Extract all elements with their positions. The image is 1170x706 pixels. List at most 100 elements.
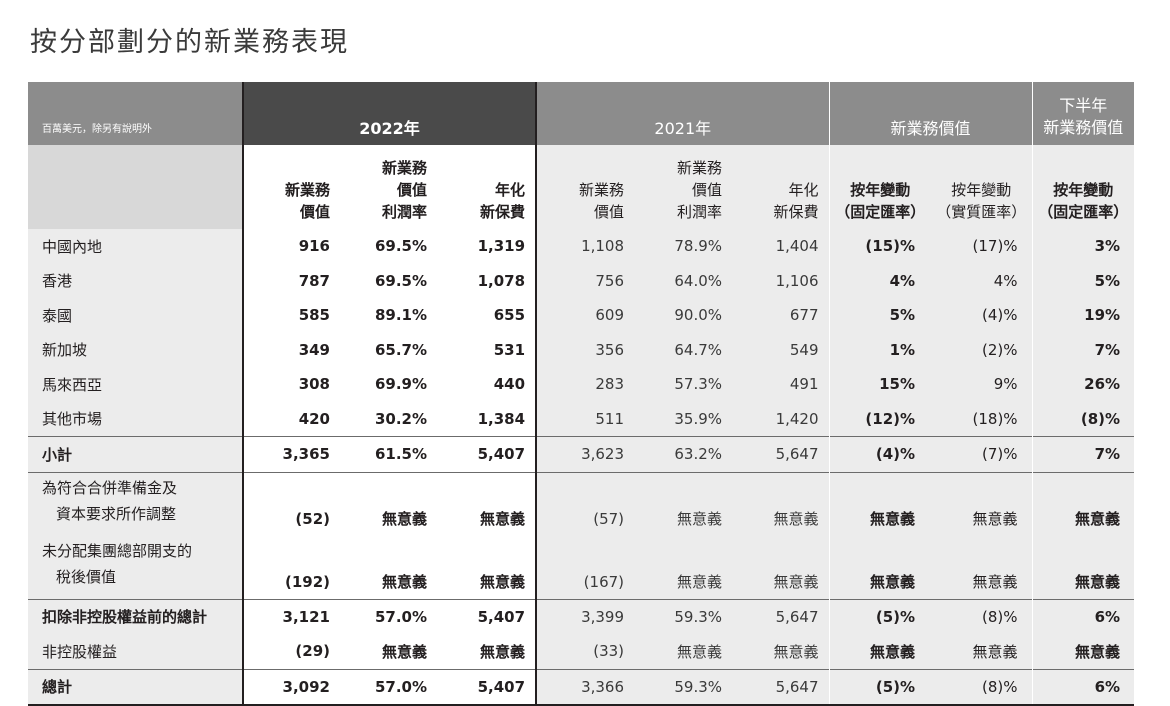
- table-row: 總計 3,092 57.0% 5,407 3,366 59.3% 5,647 (5)% (8)%…: [28, 668, 1135, 706]
- cell-ape-2022: 5,407: [437, 598, 538, 634]
- cell-chg-actual: (8)%: [931, 598, 1033, 634]
- table-row: 馬來西亞 308 69.9% 440 283 57.3% 491 15% 9% 26%: [28, 367, 1135, 402]
- cell-margin-2021: 78.9%: [634, 229, 733, 264]
- table-row: 為符合合併準備金及 資本要求所作調整 (52) 無意義 無意義 (57) 無意義 無意義 無意義…: [28, 471, 1135, 536]
- cell-h2-chg: 19%: [1032, 298, 1135, 333]
- cell-chg-const: (5)%: [829, 668, 932, 706]
- new-business-table: 百萬美元，除另有說明外 2022年 2021年 新業務價值 下半年 新業務價值 …: [28, 82, 1135, 706]
- header-nbv: 新業務價值: [829, 82, 1033, 145]
- cell-margin-2021: 無意義: [634, 471, 733, 536]
- subheader-h2-chg: 按年變動 （固定匯率）: [1032, 145, 1135, 229]
- cell-margin-2021: 59.3%: [634, 668, 733, 706]
- cell-chg-const: (12)%: [829, 401, 932, 437]
- cell-ape-2021: 491: [732, 367, 830, 402]
- cell-nbv-2021: 609: [536, 298, 635, 333]
- cell-nbv-2021: 511: [536, 401, 635, 437]
- cell-chg-const: 15%: [829, 367, 932, 402]
- cell-nbv-2021: 3,623: [536, 436, 635, 472]
- cell-chg-const: (5)%: [829, 598, 932, 634]
- table-row: 非控股權益 (29) 無意義 無意義 (33) 無意義 無意義 無意義 無意義 無意義: [28, 634, 1135, 669]
- table-row: 中國內地 916 69.5% 1,319 1,108 78.9% 1,404 (15)% (17…: [28, 229, 1135, 264]
- sub-header-row: 新業務 價值 新業務 價值 利潤率 年化 新保費 新業務 價值 新業務 價值 利潤率 年化 新保…: [28, 145, 1135, 229]
- cell-nbv-2021: 756: [536, 263, 635, 298]
- row-label: 馬來西亞: [28, 367, 243, 402]
- cell-nbv-2022: (192): [242, 535, 340, 599]
- cell-chg-const: (4)%: [829, 436, 932, 472]
- cell-nbv-2022: 3,121: [242, 598, 340, 634]
- cell-ape-2021: 1,404: [732, 229, 830, 264]
- cell-chg-actual: (2)%: [931, 332, 1033, 367]
- cell-margin-2022: 30.2%: [340, 401, 437, 437]
- header-h2-nbv: 下半年 新業務價值: [1032, 82, 1135, 145]
- cell-h2-chg: 無意義: [1032, 535, 1135, 599]
- cell-margin-2022: 57.0%: [340, 668, 437, 706]
- cell-chg-actual: (17)%: [931, 229, 1033, 264]
- cell-margin-2021: 57.3%: [634, 367, 733, 402]
- cell-h2-chg: (8)%: [1032, 401, 1135, 437]
- row-label: 中國內地: [28, 229, 243, 264]
- cell-margin-2022: 無意義: [340, 634, 437, 669]
- header-2021: 2021年: [536, 82, 830, 145]
- cell-ape-2021: 549: [732, 332, 830, 367]
- cell-ape-2022: 1,078: [437, 263, 538, 298]
- cell-nbv-2022: 420: [242, 401, 340, 437]
- cell-margin-2022: 57.0%: [340, 598, 437, 634]
- table-row: 扣除非控股權益前的總計 3,121 57.0% 5,407 3,399 59.3% 5,64…: [28, 598, 1135, 634]
- cell-ape-2021: 677: [732, 298, 830, 333]
- cell-nbv-2021: (33): [536, 634, 635, 669]
- cell-nbv-2022: 916: [242, 229, 340, 264]
- cell-ape-2022: 無意義: [437, 471, 538, 536]
- cell-margin-2021: 64.0%: [634, 263, 733, 298]
- cell-h2-chg: 6%: [1032, 598, 1135, 634]
- cell-chg-const: 1%: [829, 332, 932, 367]
- cell-nbv-2022: 3,365: [242, 436, 340, 472]
- cell-ape-2022: 無意義: [437, 634, 538, 669]
- cell-chg-actual: 4%: [931, 263, 1033, 298]
- cell-margin-2022: 69.5%: [340, 263, 437, 298]
- cell-chg-actual: (18)%: [931, 401, 1033, 437]
- table-row: 未分配集團總部開支的 稅後價值 (192) 無意義 無意義 (167) 無意義 無意義 無意義無…: [28, 535, 1135, 599]
- cell-chg-actual: (4)%: [931, 298, 1033, 333]
- cell-chg-actual: 9%: [931, 367, 1033, 402]
- cell-margin-2022: 61.5%: [340, 436, 437, 472]
- cell-nbv-2021: 3,366: [536, 668, 635, 706]
- subheader-chg-actual: 按年變動 （實質匯率）: [931, 145, 1033, 229]
- cell-nbv-2021: (167): [536, 535, 635, 599]
- cell-nbv-2022: 585: [242, 298, 340, 333]
- cell-ape-2022: 531: [437, 332, 538, 367]
- cell-chg-const: 無意義: [829, 535, 932, 599]
- table-row: 泰國 585 89.1% 655 609 90.0% 677 5% (4)% 19%: [28, 298, 1135, 333]
- cell-ape-2021: 無意義: [732, 535, 830, 599]
- cell-ape-2021: 5,647: [732, 598, 830, 634]
- cell-nbv-2021: 3,399: [536, 598, 635, 634]
- subheader-2022-nbv: 新業務 價值: [242, 145, 340, 229]
- cell-chg-const: 無意義: [829, 471, 932, 536]
- row-label: 泰國: [28, 298, 243, 333]
- table-row: 新加坡 349 65.7% 531 356 64.7% 549 1% (2)% 7%: [28, 332, 1135, 367]
- cell-ape-2022: 1,319: [437, 229, 538, 264]
- subheader-blank: [28, 145, 244, 229]
- row-label: 總計: [28, 668, 243, 706]
- cell-margin-2022: 65.7%: [340, 332, 437, 367]
- cell-h2-chg: 7%: [1032, 436, 1135, 472]
- subheader-2022-ape: 年化 新保費: [437, 145, 538, 229]
- cell-h2-chg: 無意義: [1032, 471, 1135, 536]
- cell-chg-actual: 無意義: [931, 634, 1033, 669]
- row-label: 小計: [28, 436, 243, 472]
- cell-nbv-2021: 1,108: [536, 229, 635, 264]
- cell-margin-2021: 35.9%: [634, 401, 733, 437]
- cell-margin-2022: 無意義: [340, 535, 437, 599]
- cell-margin-2021: 59.3%: [634, 598, 733, 634]
- subheader-2021-ape: 年化 新保費: [732, 145, 830, 229]
- cell-nbv-2021: 356: [536, 332, 635, 367]
- row-label: 其他市場: [28, 401, 243, 437]
- unit-note: 百萬美元，除另有說明外: [28, 82, 244, 145]
- table-row: 香港 787 69.5% 1,078 756 64.0% 1,106 4% 4% 5%: [28, 263, 1135, 298]
- cell-ape-2022: 1,384: [437, 401, 538, 437]
- subheader-2022-margin: 新業務 價值 利潤率: [340, 145, 437, 229]
- cell-ape-2022: 5,407: [437, 668, 538, 706]
- cell-chg-const: (15)%: [829, 229, 932, 264]
- cell-chg-const: 4%: [829, 263, 932, 298]
- cell-chg-actual: (8)%: [931, 668, 1033, 706]
- cell-ape-2022: 440: [437, 367, 538, 402]
